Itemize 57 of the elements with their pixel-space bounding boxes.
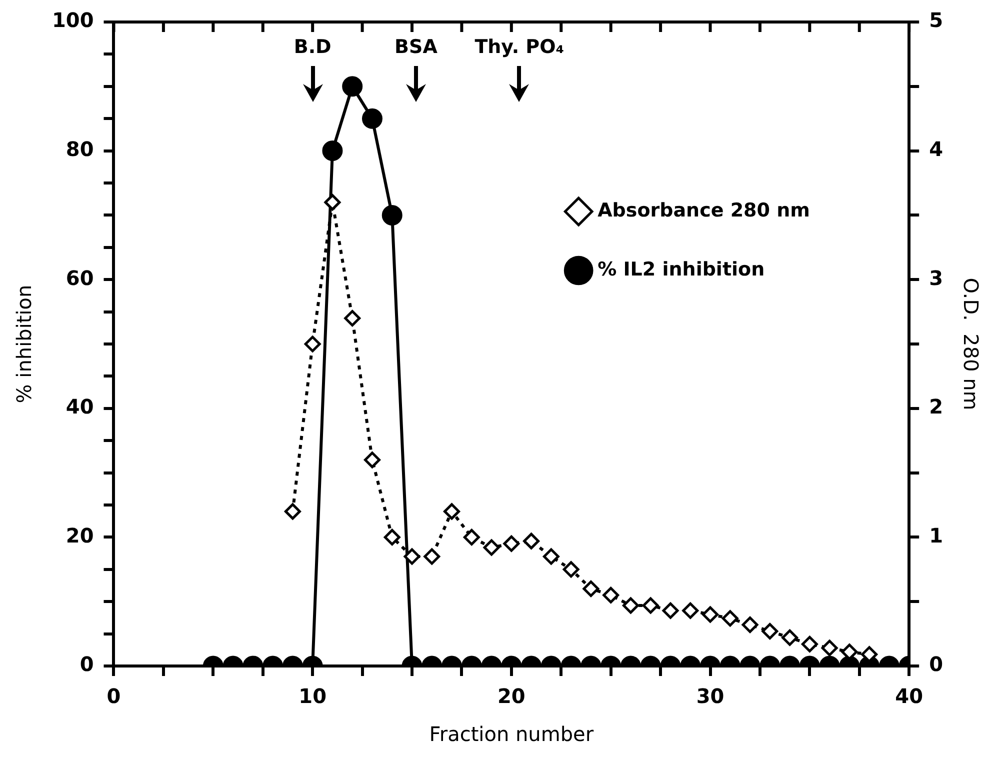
point [362, 108, 382, 129]
point [542, 548, 560, 565]
x-tick-label: 10 [298, 684, 327, 708]
y-tick-label: 100 [52, 8, 94, 32]
point [322, 140, 343, 162]
point [364, 452, 380, 468]
y-axis-title: % inhibition [12, 284, 36, 404]
point [424, 548, 440, 565]
x-tick-label: 0 [106, 684, 121, 708]
y2-axis-title: O.D. 280 nm [958, 278, 983, 410]
point [344, 310, 361, 326]
y-tick-label: 80 [66, 137, 94, 162]
y-tick-label: 60 [66, 266, 94, 290]
legend-label: Absorbance 280 nm [598, 199, 810, 222]
point [324, 194, 341, 211]
y-tick-label: 40 [66, 394, 94, 419]
point [382, 204, 402, 226]
y-tick-label: 20 [66, 523, 94, 548]
point [404, 548, 420, 565]
point [782, 629, 798, 646]
point [722, 610, 738, 627]
y2-tick-label: 2 [929, 394, 944, 419]
point [702, 606, 718, 623]
x-tick-label: 30 [696, 684, 724, 708]
point [582, 580, 600, 597]
point [523, 532, 540, 550]
y2-tick-label: 0 [929, 652, 944, 676]
y2-tick-label: 5 [929, 8, 944, 32]
point [384, 528, 400, 546]
point [801, 636, 818, 652]
legend-label: % IL2 inhibition [598, 258, 765, 280]
point [682, 602, 699, 619]
point [444, 503, 460, 520]
annotation: BSA [394, 36, 438, 58]
annotation: Thy. PO₄ [474, 36, 564, 58]
x-axis-title: Fraction number [429, 722, 594, 746]
x-tick-label: 40 [895, 684, 924, 708]
x-tick-label: 20 [497, 684, 526, 708]
point [304, 336, 321, 352]
point [662, 602, 679, 619]
point [483, 539, 500, 556]
point [602, 586, 620, 604]
annotation: B.D [294, 36, 332, 58]
point [503, 535, 520, 552]
point [342, 76, 363, 97]
point [562, 561, 580, 578]
point [463, 528, 480, 546]
y2-tick-label: 4 [929, 137, 944, 162]
y2-tick-label: 1 [929, 523, 944, 548]
point [821, 640, 838, 656]
point [642, 597, 659, 614]
point [742, 616, 758, 634]
y2-tick-label: 3 [929, 266, 944, 290]
y-tick-label: 0 [80, 652, 94, 676]
point [622, 597, 639, 614]
point [284, 503, 301, 520]
point [762, 622, 778, 640]
